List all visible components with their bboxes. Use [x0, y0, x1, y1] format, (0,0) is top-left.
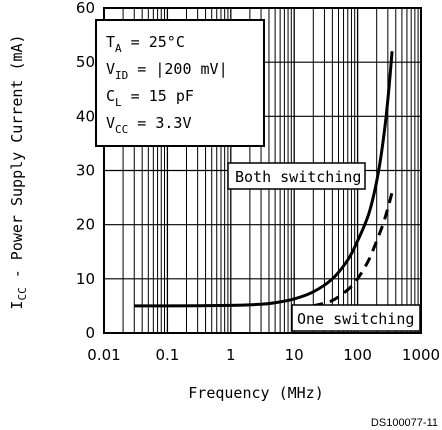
condition-symbol: C: [106, 87, 115, 105]
plot-frame: [103, 7, 422, 334]
y-tick-label: 10: [76, 270, 95, 288]
y-tick-label: 60: [76, 0, 95, 17]
x-tick-label: 10: [285, 346, 304, 364]
condition-value: = |200 mV|: [128, 60, 227, 78]
condition-value: = 25°C: [122, 33, 185, 51]
x-tick-label: 1000: [402, 346, 440, 364]
series-layer: [134, 51, 394, 308]
condition-symbol: T: [106, 33, 115, 51]
condition-subscript: A: [115, 42, 122, 55]
condition-value: = 15 pF: [122, 87, 194, 105]
x-tick-label: 100: [343, 346, 372, 364]
y-tick-label: 40: [76, 107, 95, 125]
one-switching-label-box: [291, 304, 421, 332]
y-axis-label-rest: - Power Supply Current (mA): [8, 34, 26, 287]
one-switching-label: One switching: [297, 310, 414, 328]
x-tick-label: 0.1: [155, 346, 179, 364]
condition-symbol: V: [106, 114, 115, 132]
condition-line: VID = |200 mV|: [106, 60, 228, 82]
condition-line: VCC = 3.3V: [106, 114, 192, 136]
condition-value: = 3.3V: [128, 114, 191, 132]
both-switching-label-box: [227, 162, 366, 190]
y-axis-label: ICC - Power Supply Current (mA): [8, 34, 29, 309]
y-tick-label: 0: [85, 324, 95, 342]
y-tick-label: 20: [76, 216, 95, 234]
conditions-box: [95, 19, 265, 147]
figure-credit: DS100077-11: [371, 417, 438, 429]
condition-line: CL = 15 pF: [106, 87, 194, 109]
condition-line: TA = 25°C: [106, 33, 185, 55]
tick-labels: 0.01 0.1 1 10 100 1000 0 10 20 30 40 50 60: [76, 0, 440, 364]
condition-subscript: ID: [115, 69, 128, 82]
both-switching-label: Both switching: [235, 168, 361, 186]
x-tick-label: 0.01: [87, 346, 120, 364]
condition-symbol: V: [106, 60, 115, 78]
y-axis-label-main: I: [8, 301, 26, 310]
series-line-one-switching: [312, 191, 394, 308]
series-line-both-switching: [134, 51, 394, 308]
y-tick-label: 50: [76, 53, 95, 71]
x-axis-label: Frequency (MHz): [188, 384, 323, 402]
condition-subscript: CC: [115, 123, 128, 136]
y-axis-label-sub: CC: [16, 287, 29, 300]
condition-subscript: L: [115, 96, 122, 109]
x-tick-label: 1: [226, 346, 236, 364]
y-tick-label: 30: [76, 162, 95, 180]
